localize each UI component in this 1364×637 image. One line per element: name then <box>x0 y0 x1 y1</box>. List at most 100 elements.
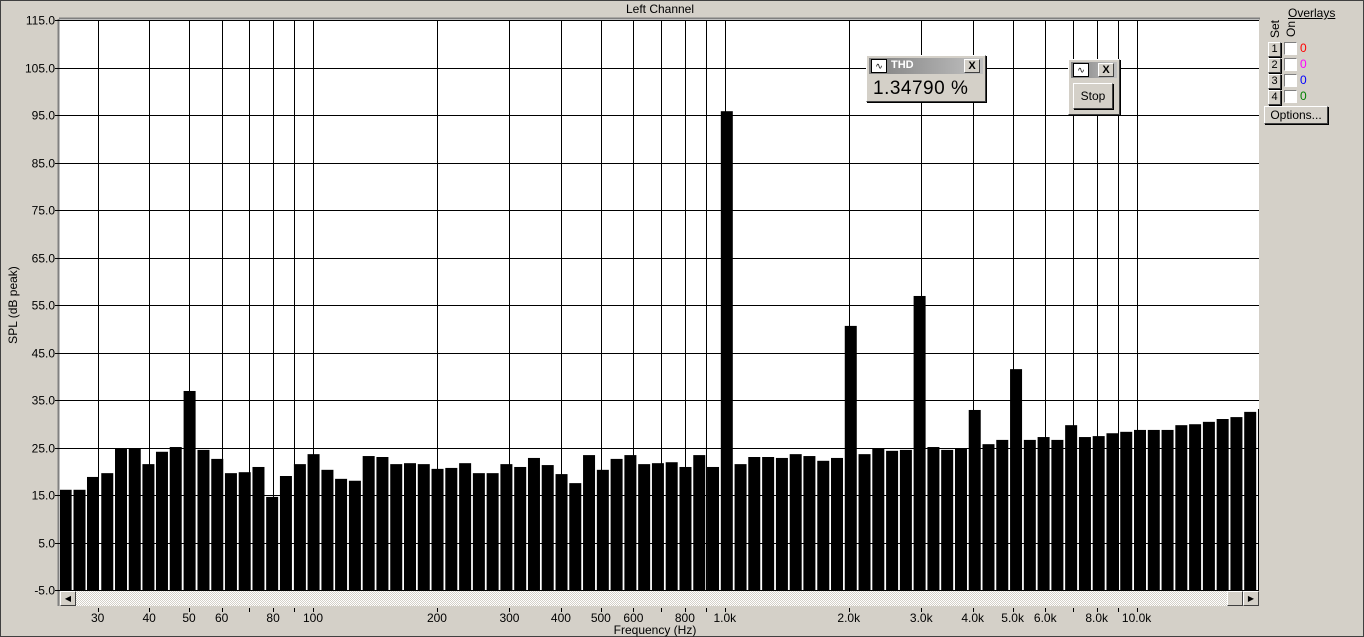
thd-meter-panel[interactable]: ∿ THD X 1.34790 % <box>866 55 986 102</box>
overlay-1-value: 0 <box>1300 41 1307 55</box>
spectrum-bar <box>651 463 664 590</box>
spectrum-bar <box>1078 437 1091 590</box>
overlay-set-2-button[interactable]: 2 <box>1268 58 1281 73</box>
spectrum-bar <box>238 472 251 590</box>
x-tick-label: 10.0k <box>1122 611 1152 625</box>
spectrum-bar <box>720 111 733 590</box>
spectrum-bar <box>73 489 86 590</box>
spectrum-bar <box>569 483 582 590</box>
y-tick-label: 55.0 <box>32 299 56 313</box>
thd-title: THD <box>891 59 914 71</box>
scroll-left-button[interactable]: ◀ <box>60 591 76 606</box>
close-icon[interactable]: X <box>1098 63 1114 77</box>
spectrum-bar <box>996 439 1009 590</box>
spectrum-bar <box>472 473 485 590</box>
overlays-title: Overlays <box>1288 6 1336 20</box>
spectrum-bar <box>583 455 596 590</box>
stop-panel[interactable]: ∿ X Stop <box>1068 59 1120 115</box>
overlay-on-2-checkbox[interactable] <box>1284 58 1297 71</box>
spectrum-bar <box>128 448 141 590</box>
spectrum-bar <box>762 457 775 590</box>
spectrum-bar <box>858 454 871 590</box>
scroll-thumb[interactable] <box>1227 591 1243 606</box>
spectrum-bar <box>1106 433 1119 590</box>
spectrum-bar <box>610 458 623 590</box>
stop-title-bar[interactable]: ∿ X <box>1071 62 1117 78</box>
spectrum-bar <box>1051 439 1064 590</box>
y-tick-label: 85.0 <box>32 157 56 171</box>
spectrum-bar <box>707 466 720 590</box>
spectrum-bar <box>693 455 706 590</box>
chart-title: Left Channel <box>625 2 695 16</box>
waveform-icon: ∿ <box>1073 63 1089 77</box>
spectrum-bar <box>679 466 692 590</box>
y-tick-label: 45.0 <box>32 347 56 361</box>
x-tick-label: 1.0k <box>713 611 737 625</box>
spectrum-bar <box>1120 431 1133 590</box>
x-tick-label: 800 <box>675 611 695 625</box>
spectrum-bar <box>348 480 361 590</box>
overlay-3-value: 0 <box>1300 73 1307 87</box>
spectrum-bar <box>1010 369 1023 590</box>
spectrum-bar <box>1065 425 1078 590</box>
scroll-right-button[interactable]: ▶ <box>1243 591 1259 606</box>
x-axis-label: Frequency (Hz) <box>613 623 697 637</box>
spectrum-bar <box>183 390 196 590</box>
x-tick-label: 40 <box>142 611 156 625</box>
spectrum-bar <box>486 473 499 590</box>
overlay-set-3-button[interactable]: 3 <box>1268 74 1281 89</box>
close-icon[interactable]: X <box>964 59 980 73</box>
overlay-set-4-button[interactable]: 4 <box>1268 90 1281 105</box>
spectrum-bar <box>514 466 527 590</box>
spectrum-bar <box>115 448 128 590</box>
spectrum-bar <box>1175 425 1188 590</box>
spectrum-bar <box>500 464 513 590</box>
x-tick-label: 30 <box>91 611 105 625</box>
x-tick-label: 400 <box>551 611 571 625</box>
x-tick-label: 600 <box>623 611 643 625</box>
overlay-on-4-checkbox[interactable] <box>1284 90 1297 103</box>
spectrum-bar <box>376 457 389 590</box>
y-tick-label: 35.0 <box>32 394 56 408</box>
spectrum-bar <box>252 466 265 590</box>
spectrum-bar <box>307 454 320 590</box>
overlay-on-3-checkbox[interactable] <box>1284 74 1297 87</box>
y-tick-label: -5.0 <box>34 584 55 598</box>
spectrum-bar <box>1189 424 1202 590</box>
x-tick-label: 3.0k <box>910 611 934 625</box>
overlay-set-1-button[interactable]: 1 <box>1268 42 1281 57</box>
options-button[interactable]: Options... <box>1264 106 1328 124</box>
spectrum-bar <box>1230 417 1243 590</box>
spectrum-bar <box>1037 437 1050 590</box>
on-column-label: On <box>1284 20 1299 38</box>
spectrum-bar <box>527 457 540 590</box>
horizontal-scrollbar[interactable]: ◀ ▶ <box>60 591 1259 606</box>
spectrum-bar <box>748 457 761 590</box>
spectrum-bar <box>899 449 912 590</box>
y-tick-label: 95.0 <box>32 109 56 123</box>
y-tick-label: 65.0 <box>32 252 56 266</box>
x-tick-label: 5.0k <box>1001 611 1025 625</box>
spectrum-bar <box>775 457 788 590</box>
spectrum-bar <box>982 444 995 590</box>
bars-group <box>60 111 1259 590</box>
spectrum-bar <box>1147 429 1160 590</box>
spectrum-bar <box>817 460 830 590</box>
thd-title-bar[interactable]: ∿ THD X <box>869 58 983 74</box>
spectrum-bar <box>1023 439 1036 590</box>
spectrum-bar <box>1092 436 1105 590</box>
y-tick-label: 25.0 <box>32 442 56 456</box>
overlay-on-1-checkbox[interactable] <box>1284 42 1297 55</box>
x-tick-label: 500 <box>591 611 611 625</box>
x-tick-label: 6.0k <box>1034 611 1058 625</box>
spectrum-bar <box>596 469 609 590</box>
spectrum-bar <box>279 476 292 590</box>
overlay-2-value: 0 <box>1300 57 1307 71</box>
stop-button[interactable]: Stop <box>1073 83 1113 109</box>
spectrum-bar <box>86 476 99 590</box>
spectrum-bar <box>734 464 747 590</box>
spectrum-bar <box>431 468 444 590</box>
arrow-left-icon: ◀ <box>64 594 72 603</box>
set-column-label: Set <box>1268 19 1283 39</box>
